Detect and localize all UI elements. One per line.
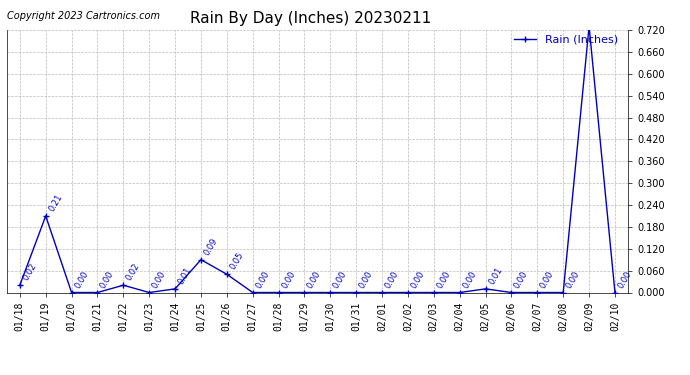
Text: 0.00: 0.00 bbox=[461, 269, 478, 290]
Text: 0.02: 0.02 bbox=[21, 262, 38, 282]
Rain (Inches) bbox=[585, 24, 593, 28]
Text: 0.00: 0.00 bbox=[513, 269, 530, 290]
Rain (Inches) bbox=[275, 290, 283, 295]
Text: 0.00: 0.00 bbox=[564, 269, 582, 290]
Text: 0.00: 0.00 bbox=[357, 269, 375, 290]
Rain (Inches) bbox=[352, 290, 360, 295]
Rain (Inches) bbox=[430, 290, 438, 295]
Text: Rain By Day (Inches) 20230211: Rain By Day (Inches) 20230211 bbox=[190, 11, 431, 26]
Legend: Rain (Inches): Rain (Inches) bbox=[509, 30, 622, 49]
Rain (Inches) bbox=[171, 286, 179, 291]
Text: 0.05: 0.05 bbox=[228, 251, 245, 272]
Text: Copyright 2023 Cartronics.com: Copyright 2023 Cartronics.com bbox=[7, 11, 160, 21]
Text: 0.09: 0.09 bbox=[202, 237, 219, 257]
Rain (Inches) bbox=[378, 290, 386, 295]
Rain (Inches) bbox=[119, 283, 128, 288]
Rain (Inches) bbox=[404, 290, 412, 295]
Rain (Inches) bbox=[482, 286, 490, 291]
Rain (Inches) bbox=[197, 258, 205, 262]
Text: 0.00: 0.00 bbox=[280, 269, 297, 290]
Rain (Inches) bbox=[93, 290, 101, 295]
Text: 0.00: 0.00 bbox=[384, 269, 400, 290]
Text: 0.00: 0.00 bbox=[539, 269, 555, 290]
Text: 0.00: 0.00 bbox=[306, 269, 323, 290]
Rain (Inches) bbox=[145, 290, 153, 295]
Text: 0.00: 0.00 bbox=[99, 269, 116, 290]
Text: 0.73: 0.73 bbox=[0, 374, 1, 375]
Text: 0.01: 0.01 bbox=[487, 266, 504, 286]
Text: 0.02: 0.02 bbox=[125, 262, 141, 282]
Rain (Inches) bbox=[248, 290, 257, 295]
Rain (Inches) bbox=[455, 290, 464, 295]
Rain (Inches) bbox=[223, 272, 231, 276]
Rain (Inches) bbox=[611, 290, 619, 295]
Rain (Inches) bbox=[533, 290, 542, 295]
Text: 0.00: 0.00 bbox=[409, 269, 426, 290]
Text: 0.00: 0.00 bbox=[332, 269, 348, 290]
Text: 0.00: 0.00 bbox=[435, 269, 452, 290]
Line: Rain (Inches): Rain (Inches) bbox=[17, 24, 618, 295]
Text: 0.00: 0.00 bbox=[150, 269, 168, 290]
Rain (Inches) bbox=[326, 290, 335, 295]
Rain (Inches) bbox=[300, 290, 308, 295]
Text: 0.21: 0.21 bbox=[47, 193, 64, 213]
Rain (Inches) bbox=[68, 290, 76, 295]
Text: 0.00: 0.00 bbox=[616, 269, 633, 290]
Text: 0.01: 0.01 bbox=[177, 266, 193, 286]
Text: 0.00: 0.00 bbox=[73, 269, 90, 290]
Rain (Inches) bbox=[16, 283, 24, 288]
Rain (Inches) bbox=[559, 290, 567, 295]
Rain (Inches) bbox=[507, 290, 515, 295]
Rain (Inches) bbox=[41, 214, 50, 218]
Text: 0.00: 0.00 bbox=[254, 269, 271, 290]
